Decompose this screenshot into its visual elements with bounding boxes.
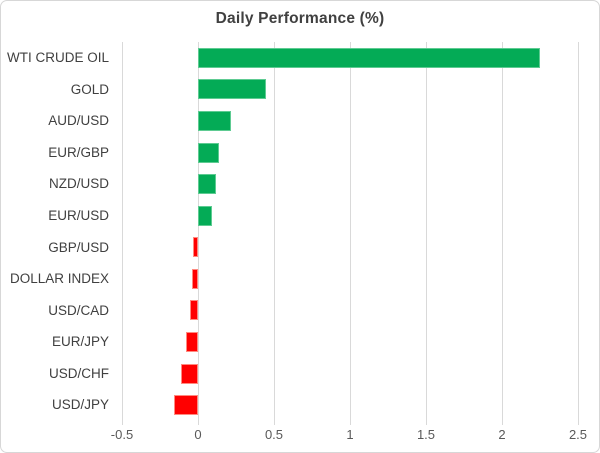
category-label: USD/JPY [51,397,109,412]
category-label: EUR/JPY [51,334,109,349]
bar-wti-crude-oil [198,48,540,68]
bar-gold [198,79,266,99]
x-tick-label: 2 [498,427,506,442]
gridline [501,42,503,421]
axis-tick [273,421,275,425]
x-tick-label: 1.5 [416,427,436,442]
x-tick-label: 0 [194,427,202,442]
bar-dollar-index [192,269,198,289]
category-label: AUD/USD [48,113,109,128]
axis-tick [501,421,503,425]
category-label: USD/CAD [48,303,109,318]
category-label: EUR/USD [48,208,109,223]
axis-tick [121,421,123,425]
bar-eur-jpy [186,332,198,352]
category-label: USD/CHF [49,366,109,381]
gridline [197,42,199,421]
category-axis: WTI CRUDE OIL GOLD AUD/USD EUR/GBP NZD/USD EU… [1,42,109,421]
bar-nzd-usd [198,174,216,194]
gridline [349,42,351,421]
category-label: GOLD [70,82,109,97]
value-axis: -0.5 0 0.5 1 1.5 2 2.5 [111,427,587,445]
category-label: NZD/USD [49,176,109,191]
chart-title: Daily Performance (%) [215,10,385,27]
axis-tick [197,421,199,425]
axis-tick [425,421,427,425]
x-tick-label: -0.5 [110,427,134,442]
x-tick-label: 0.5 [264,427,284,442]
bar-usd-chf [181,364,198,384]
axis-tick [349,421,351,425]
x-tick-label: 2.5 [568,427,588,442]
bar-aud-usd [198,111,231,131]
bar-usd-jpy [174,395,198,415]
axis-tick [577,421,579,425]
bar-eur-gbp [198,143,219,163]
gridline [273,42,275,421]
gridline [425,42,427,421]
plot-area [121,42,579,425]
category-label: WTI CRUDE OIL [6,50,109,65]
bar-eur-usd [198,206,212,226]
bar-gbp-usd [193,237,198,257]
bar-usd-cad [190,300,198,320]
category-label: EUR/GBP [48,145,109,160]
category-label: GBP/USD [48,240,109,255]
x-tick-label: 1 [346,427,354,442]
category-label: DOLLAR INDEX [9,271,109,286]
gridline [577,42,579,421]
gridline [121,42,123,421]
